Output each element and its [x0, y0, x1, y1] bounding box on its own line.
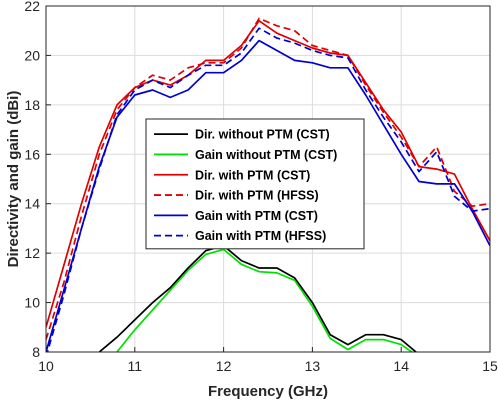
legend: Dir. without PTM (CST) Gain without PTM (… [145, 118, 365, 250]
series-line-2 [116, 248, 414, 352]
legend-label: Dir. with PTM (CST) [195, 168, 310, 182]
x-tick-label: 12 [216, 358, 232, 374]
x-tick-label: 13 [305, 358, 321, 374]
series-layer [46, 17, 490, 352]
series-line-6 [46, 27, 490, 352]
y-tick-label: 12 [24, 245, 40, 261]
y-tick-label: 10 [24, 295, 40, 311]
x-tick-label: 11 [128, 358, 143, 374]
x-axis-label: Frequency (GHz) [208, 383, 328, 400]
y-tick-label: 22 [24, 0, 40, 14]
y-tick-label: 14 [24, 196, 40, 212]
legend-label: Dir. with PTM (HFSS) [195, 189, 319, 203]
x-tick-label: 15 [482, 358, 498, 374]
x-tick-label: 10 [38, 358, 54, 374]
y-tick-label: 18 [24, 97, 40, 113]
x-tick-label: 14 [393, 358, 409, 374]
y-tick-label: 20 [24, 47, 40, 63]
legend-box [145, 118, 365, 250]
y-axis-label: Directivity and gain (dBi) [5, 91, 22, 268]
series-line-3 [46, 19, 490, 328]
legend-label: Gain with PTM (HFSS) [195, 229, 326, 243]
plot-frame [45, 5, 491, 353]
legend-label: Gain with PTM (CST) [195, 209, 318, 223]
y-tick-label: 16 [24, 146, 40, 162]
y-tick-label: 8 [32, 344, 40, 360]
legend-label: Dir. without PTM (CST) [195, 128, 330, 142]
series-line-5 [46, 39, 490, 352]
series-line-4 [46, 17, 490, 340]
legend-label: Gain without PTM (CST) [195, 148, 337, 162]
series-line-1 [98, 244, 418, 352]
